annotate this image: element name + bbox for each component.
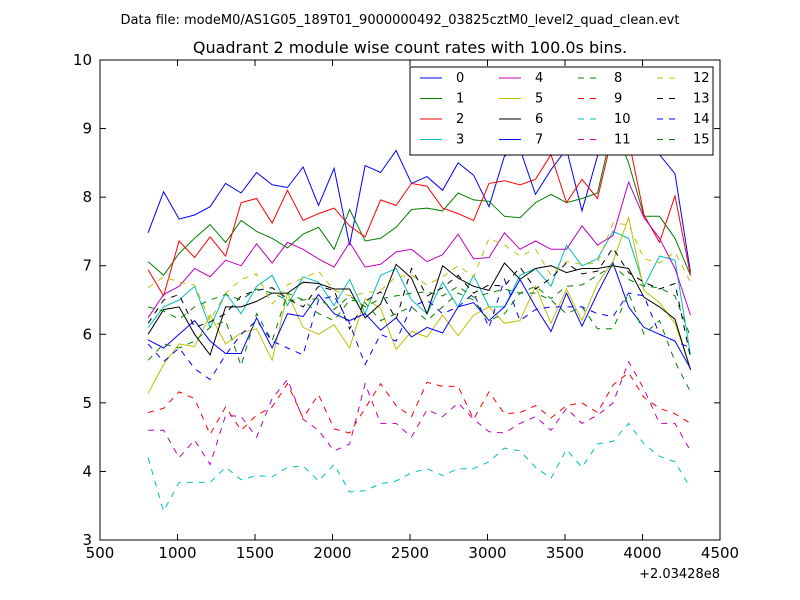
series-line-1 [147, 124, 691, 277]
y-tick-label: 9 [82, 120, 92, 138]
legend-label-8: 8 [614, 71, 622, 86]
x-tick-label: 2500 [391, 544, 429, 562]
axis-layer: 500 1000 1500 2000 2500 3000 3500 4000 4500 3 4 5 6 7… [73, 51, 739, 562]
x-tick-label: 4000 [623, 544, 661, 562]
series-line-3 [147, 230, 691, 355]
series-line-10 [147, 422, 691, 513]
legend-label-15: 15 [693, 133, 710, 148]
legend-label-13: 13 [693, 92, 710, 107]
x-tick-label: 3500 [546, 544, 584, 562]
legend-label-1: 1 [456, 92, 464, 107]
legend-label-12: 12 [693, 71, 710, 86]
y-tick-label: 3 [82, 531, 92, 549]
legend-label-5: 5 [535, 92, 543, 107]
chart-title: Quadrant 2 module wise count rates with … [193, 38, 627, 57]
x-tick-label: 4500 [701, 544, 739, 562]
series-line-6 [147, 262, 691, 371]
series-line-2 [147, 132, 691, 298]
x-tick-label: 2000 [313, 544, 351, 562]
y-tick-label: 5 [82, 394, 92, 412]
legend-frame [409, 66, 714, 156]
series-layer [147, 123, 691, 513]
series-line-7 [147, 261, 691, 369]
series-line-15 [147, 265, 691, 338]
x-offset-label: +2.03428e8 [639, 567, 720, 582]
y-tick-label: 4 [82, 462, 92, 480]
series-line-8 [147, 291, 691, 393]
legend-label-11: 11 [614, 133, 631, 148]
x-tick-label: 1000 [158, 544, 196, 562]
series-line-4 [147, 180, 691, 319]
series-line-11 [148, 360, 691, 466]
legend-label-2: 2 [456, 112, 464, 127]
legend-label-4: 4 [535, 71, 543, 86]
legend-label-0: 0 [456, 71, 464, 86]
y-tick-label: 7 [82, 257, 92, 275]
legend-label-7: 7 [535, 133, 543, 148]
y-tick-label: 10 [73, 51, 92, 69]
legend-label-9: 9 [614, 92, 622, 107]
legend-label-6: 6 [535, 112, 543, 127]
y-tick-label: 6 [82, 325, 92, 343]
legend-label-10: 10 [614, 112, 631, 127]
legend-label-3: 3 [456, 133, 464, 148]
x-tick-label: 1500 [236, 544, 274, 562]
x-tick-label: 3000 [468, 544, 506, 562]
series-line-5 [147, 215, 691, 394]
series-line-12 [147, 222, 691, 322]
legend-label-14: 14 [693, 112, 710, 127]
series-line-14 [147, 277, 691, 381]
suptitle: Data file: modeM0/AS1G05_189T01_90000004… [121, 13, 680, 28]
x-tick-label: 500 [86, 544, 115, 562]
y-tick-label: 8 [82, 188, 92, 206]
series-line-9 [147, 371, 691, 436]
